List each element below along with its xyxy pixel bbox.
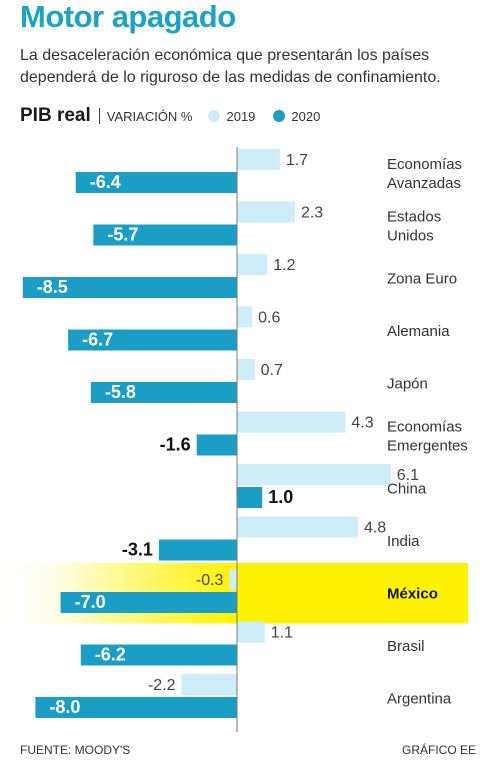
bar-2019-economias-emergentes [237,411,346,433]
category-label-china: China [387,480,427,497]
value-label-2020-brasil: -6.2 [95,645,126,665]
value-label-2019-economias-emergentes: 4.3 [351,415,373,432]
category-label-japon: Japón [387,375,428,392]
subtitle-line-2: dependerá de lo riguroso de las medidas … [20,69,441,86]
value-label-2019-argentina: -2.2 [148,677,176,694]
legend-item-2020: 2020 [273,109,320,124]
legend-label-2019: 2019 [226,108,256,124]
value-label-2019-china: 6.1 [397,467,419,484]
value-label-2019-zona-euro: 1.2 [273,257,295,274]
bar-2019-economias-avanzadas [237,149,280,170]
value-label-2019-alemania: 0.6 [258,310,280,327]
legend-item-2019: 2019 [208,109,255,124]
bar-2019-estados-unidos [237,201,295,223]
value-label-2020-mexico: -7.0 [75,592,106,612]
legend: PIB real VARIACIÓN % 2019 2020 [20,105,338,127]
bar-2020-economias-emergentes [196,434,237,456]
bar-2020-china [237,487,263,508]
value-label-2020-zona-euro: -8.5 [37,277,68,297]
bar-2019-japon [237,359,255,380]
subtitle-line-1: La desaceleración económica que presenta… [20,47,430,64]
legend-divider [98,108,100,124]
category-label-brasil: Brasil [387,638,425,655]
category-label-zona-euro: Zona Euro [387,270,457,287]
value-label-2020-argentina: -8.0 [49,697,80,717]
value-label-2019-economias-avanzadas: 1.7 [286,152,308,169]
bar-2020-india [158,539,237,561]
bar-2020-mexico [60,592,237,613]
bar-2019-brasil [237,621,265,643]
footer-credit: GRÁFICO EE [401,743,476,757]
bar-2019-alemania [237,306,253,328]
bar-2019-india [237,516,358,538]
bar-2020-alemania [68,329,237,351]
unit-label: VARIACIÓN % [106,108,193,124]
legend-swatch-2019 [208,110,221,122]
bar-2020-estados-unidos [93,224,237,246]
category-label-alemania: Alemania [387,323,450,340]
category-label-economias-emergentes: Economías Emergentes [387,418,468,454]
category-label-economias-avanzadas: Economías Avanzadas [387,156,462,192]
bar-2019-mexico [229,569,237,590]
bar-2020-argentina [35,697,238,718]
bar-2019-argentina [181,674,237,695]
value-label-2020-china: 1.0 [268,487,293,507]
bar-2020-brasil [80,644,237,666]
value-label-2020-economias-emergentes: -1.6 [160,435,191,455]
value-label-2020-estados-unidos: -5.7 [107,225,138,245]
bar-2020-japon [90,382,237,403]
footer-source: FUENTE: MOODY'S [20,743,131,757]
value-label-2020-india: -3.1 [122,540,153,560]
value-label-2019-mexico: -0.3 [196,572,224,589]
bar-2019-zona-euro [237,254,268,275]
value-label-2019-brasil: 1.1 [271,625,293,642]
legend-swatch-2020 [273,110,286,122]
category-label-india: India [387,533,420,550]
category-label-estados-unidos: Estados Unidos [387,208,441,244]
bar-2020-economias-avanzadas [75,172,237,193]
chart-title: Motor apagado [20,0,236,34]
value-label-2019-estados-unidos: 2.3 [301,205,323,222]
value-label-2019-india: 4.8 [364,520,386,537]
metric-label: PIB real [20,105,91,126]
category-label-mexico: México [387,585,438,602]
legend-label-2020: 2020 [291,108,321,124]
value-label-2020-alemania: -6.7 [82,330,113,350]
value-label-2019-japon: 0.7 [261,362,283,379]
value-label-2020-economias-avanzadas: -6.4 [90,172,121,192]
value-label-2020-japon: -5.8 [105,382,136,402]
bar-2019-china [237,464,391,485]
bar-2020-zona-euro [22,277,237,298]
category-label-argentina: Argentina [387,690,452,707]
